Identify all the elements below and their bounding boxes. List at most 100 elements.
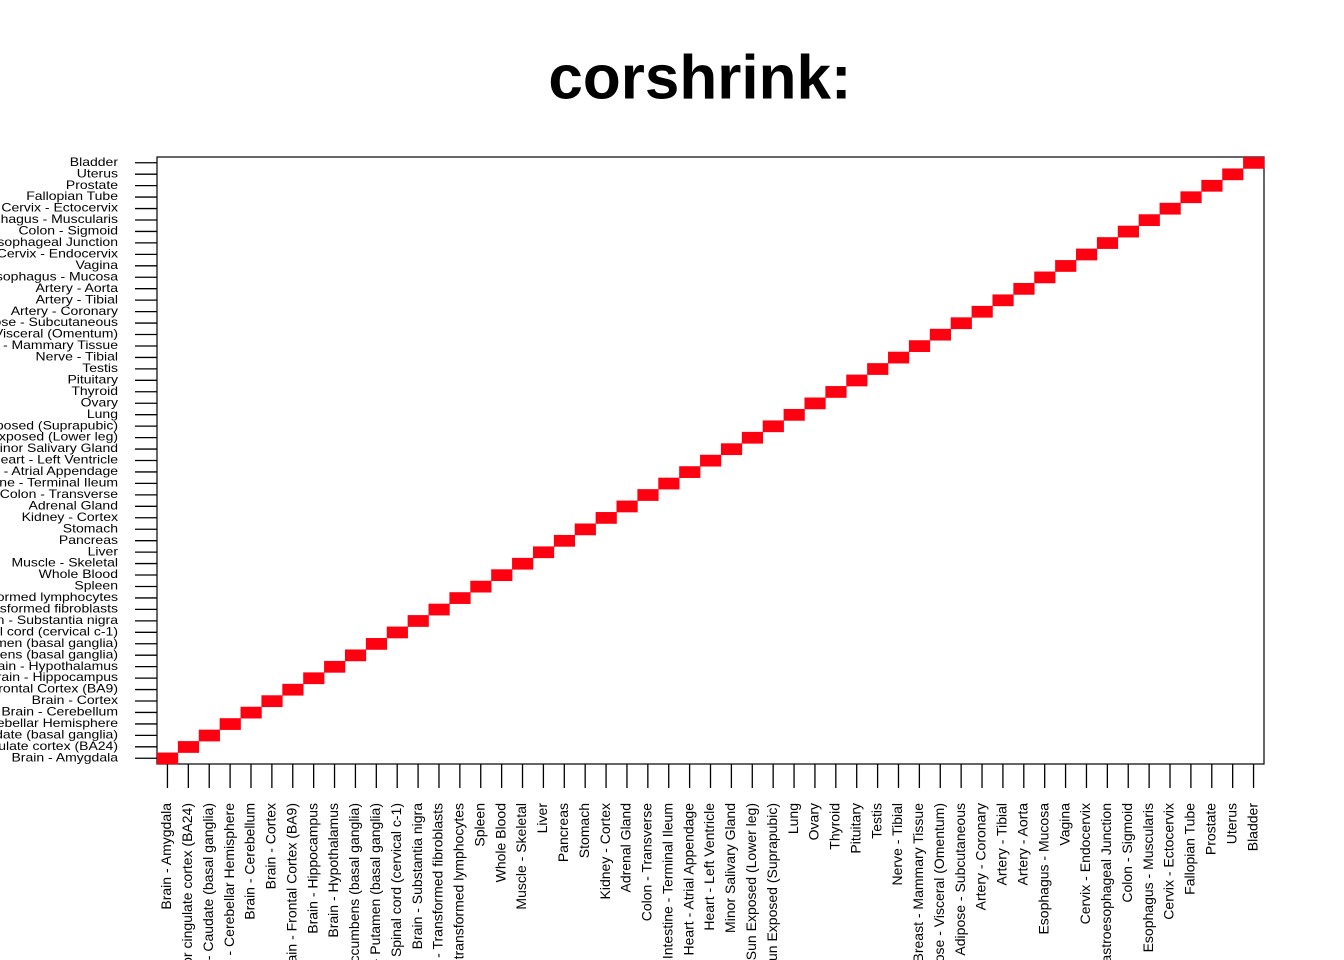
heatmap-cell [971,305,993,318]
x-tick-label: Brain - Anterior cingulate cortex (BA24) [179,803,195,960]
heatmap-cell [783,408,805,421]
y-tick-label: Liver [88,544,119,558]
x-tick-label: Brain - Hypothalamus [325,803,341,938]
x-tick-label: Cervix - Endocervix [1077,803,1093,924]
heatmap-cell [532,546,555,559]
heatmap-cell [1138,214,1160,227]
x-tick-label: Minor Salivary Gland [722,803,738,933]
heatmap-cell [637,489,659,501]
y-tick-label: Brain - Spinal cord (cervical c-1) [0,624,118,638]
x-tick-label: Artery - Tibial [994,803,1010,885]
heatmap-cell [908,340,931,352]
y-tick-label: Brain - Hippocampus [0,670,119,684]
x-tick-label: Kidney - Cortex [597,803,613,899]
heatmap-cell [1117,225,1139,238]
x-tick-label: Breast - Mammary Tissue [910,803,926,960]
x-tick-label: Heart - Left Ventricle [701,803,717,931]
y-tick-label: Pituitary [67,372,118,386]
y-tick-label: Bladder [70,155,119,169]
heatmap-cell [825,386,847,398]
x-tick-label: Brain - Putamen (basal ganglia) [367,803,383,960]
heatmap-cell [658,477,680,490]
heatmap-cell [595,512,617,524]
y-tick-label: Brain - Amygdala [11,750,118,764]
x-tick-label: Heart - Atrial Appendage [680,803,696,956]
y-tick-label: Pancreas [59,533,119,547]
y-tick-label: Cervix - Endocervix [0,247,119,261]
y-tick-label: Colon - Transverse [0,487,118,501]
heatmap-cell [1201,179,1223,192]
heatmap-cell [741,431,764,444]
x-tick-label: Vagina [1056,803,1072,846]
x-tick-label: Brain - Amygdala [158,803,174,910]
heatmap-cell [1034,271,1056,284]
heatmap-cell [261,695,283,708]
x-tick-label: Lung [785,803,801,834]
y-tick-label: Brain - Substantia nigra [0,613,119,627]
heatmap-cell [449,592,471,604]
x-tick-label: Esophagus - Muscularis [1140,803,1156,952]
x-tick-label: Small Intestine - Terminal Ileum [659,803,675,960]
x-tick-label: Liver [534,803,550,834]
x-tick-label: Esophagus - Gastroesophageal Junction [1098,803,1114,960]
heatmap-cell [198,729,220,742]
x-tick-label: Brain - Cerebellum [242,803,258,920]
y-tick-label: Brain - Cerebellum [1,705,118,719]
x-tick-label: Pancreas [555,803,571,862]
y-tick-label: Stomach [63,521,118,535]
heatmap-cell [1243,157,1265,169]
x-tick-label: Muscle - Skeletal [513,803,529,910]
y-tick-label: Fallopian Tube [26,189,118,203]
heatmap-cell [762,420,784,433]
y-tick-label: Cervix - Ectocervix [1,201,118,215]
heatmap-cell [1159,202,1181,215]
heatmap-cell [303,672,325,685]
heatmap-cell [177,741,200,753]
y-tick-label: Artery - Aorta [36,281,119,295]
y-tick-label: Brain - Frontal Cortex (BA9) [0,682,118,696]
x-tick-label: Brain - Cortex [263,803,279,889]
heatmap-cell [553,534,576,547]
heatmap-cell [574,523,596,536]
y-tick-label: Colon - Sigmoid [18,224,118,238]
heatmap-cell [1222,168,1244,181]
x-tick-label: Stomach [576,803,592,858]
heatmap-cell [491,569,513,582]
x-tick-label: Testis [868,803,884,839]
heatmap-cell [888,351,910,364]
x-tick-label: Cells - EBV-transformed lymphocytes [451,803,467,960]
heatmap-cell [616,500,638,513]
y-tick-label: Adipose - Subcutaneous [0,315,119,329]
x-tick-label: Pituitary [847,803,863,854]
heatmap-cell [700,454,722,467]
y-tick-label: Spleen [74,579,118,593]
heatmap-cell [282,683,304,696]
x-tick-label: Cells - Transformed fibroblasts [430,803,446,960]
x-tick-label: Colon - Transverse [639,803,655,921]
x-tick-label: Brain - Spinal cord (cervical c-1) [388,803,404,960]
y-tick-label: Ovary [81,395,119,409]
y-tick-label: Cells - Transformed fibroblasts [0,602,119,616]
x-tick-label: Brain - Frontal Cortex (BA9) [283,803,299,960]
x-tick-label: Fallopian Tube [1182,803,1198,895]
y-tick-label: Brain - Nucleus accumbens (basal ganglia… [0,647,118,661]
heatmap-cell [219,718,241,730]
heatmap-cell [386,626,408,639]
y-tick-label: Artery - Tibial [36,292,119,306]
x-tick-label: Whole Blood [492,803,508,882]
x-tick-label: Adipose - Visceral (Omentum) [931,803,947,960]
x-tick-label: Adipose - Subcutaneous [952,803,968,956]
y-tick-label: Thyroid [71,384,118,398]
heatmap-cell [407,615,429,627]
heatmap-cell [344,649,367,662]
y-tick-label: Small Intestine - Terminal Ileum [0,476,118,490]
heatmap-cell [512,557,534,570]
heatmap-cell [428,603,450,616]
y-tick-label: Esophagus - Gastroesophageal Junction [0,235,118,249]
heatmap-cell [804,397,826,410]
heatmap-cell [950,317,972,330]
heatmap-cell [992,294,1014,307]
y-tick-label: Prostate [66,178,118,192]
